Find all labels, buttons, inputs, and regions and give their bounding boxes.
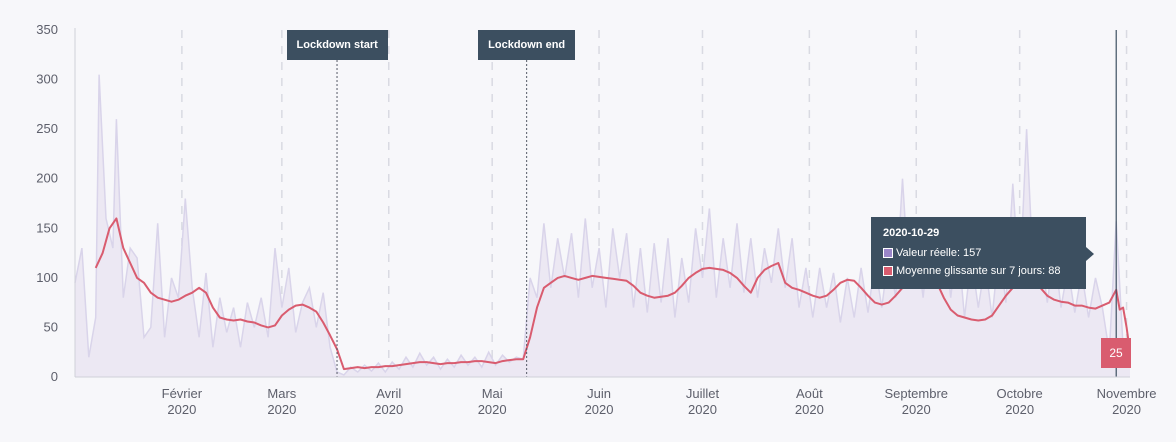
x-tick-month: Mai (482, 386, 503, 401)
y-tick-label: 150 (36, 220, 58, 235)
y-tick-label: 50 (44, 319, 58, 334)
x-tick-year: 2020 (795, 402, 824, 417)
moving-average-line (94, 217, 1131, 371)
y-tick-label: 100 (36, 270, 58, 285)
tooltip-real-value: Valeur réelle: 157 (896, 247, 982, 259)
x-tick-month: Octobre (997, 386, 1043, 401)
tooltip: 2020-10-29 Valeur réelle: 157 Moyenne gl… (871, 217, 1094, 289)
x-tick-year: 2020 (267, 402, 296, 417)
y-tick-label: 300 (36, 72, 58, 87)
x-tick-month: Mars (267, 386, 296, 401)
last-value-badge: 25 (1101, 338, 1131, 368)
y-tick-label: 250 (36, 121, 58, 136)
x-tick-month: Août (796, 386, 823, 401)
y-tick-label: 200 (36, 171, 58, 186)
tooltip-row-real: Valeur réelle: 157 (883, 244, 1074, 262)
x-tick-year: 2020 (1112, 402, 1141, 417)
x-tick-month: Février (162, 386, 203, 401)
y-tick-label: 0 (51, 369, 58, 384)
x-tick-year: 2020 (902, 402, 931, 417)
tooltip-avg-value: Moyenne glissante sur 7 jours: 88 (896, 265, 1061, 277)
x-tick-month: Novembre (1097, 386, 1157, 401)
y-tick-label: 350 (36, 22, 58, 37)
x-tick-year: 2020 (688, 402, 717, 417)
x-tick-month: Juillet (686, 386, 720, 401)
x-tick-year: 2020 (374, 402, 403, 417)
x-tick-month: Septembre (884, 386, 948, 401)
tooltip-row-avg: Moyenne glissante sur 7 jours: 88 (883, 262, 1074, 280)
x-tick-month: Juin (587, 386, 611, 401)
annotation-lockdown-start: Lockdown start (286, 30, 388, 60)
tooltip-date: 2020-10-29 (883, 227, 940, 239)
x-tick-year: 2020 (585, 402, 614, 417)
annotation-lockdown-end: Lockdown end (478, 30, 576, 60)
x-tick-year: 2020 (478, 402, 507, 417)
real-value-swatch (883, 248, 893, 258)
x-tick-month: Avril (376, 386, 401, 401)
x-tick-year: 2020 (1005, 402, 1034, 417)
moving-average-swatch (883, 266, 893, 276)
x-tick-year: 2020 (167, 402, 196, 417)
